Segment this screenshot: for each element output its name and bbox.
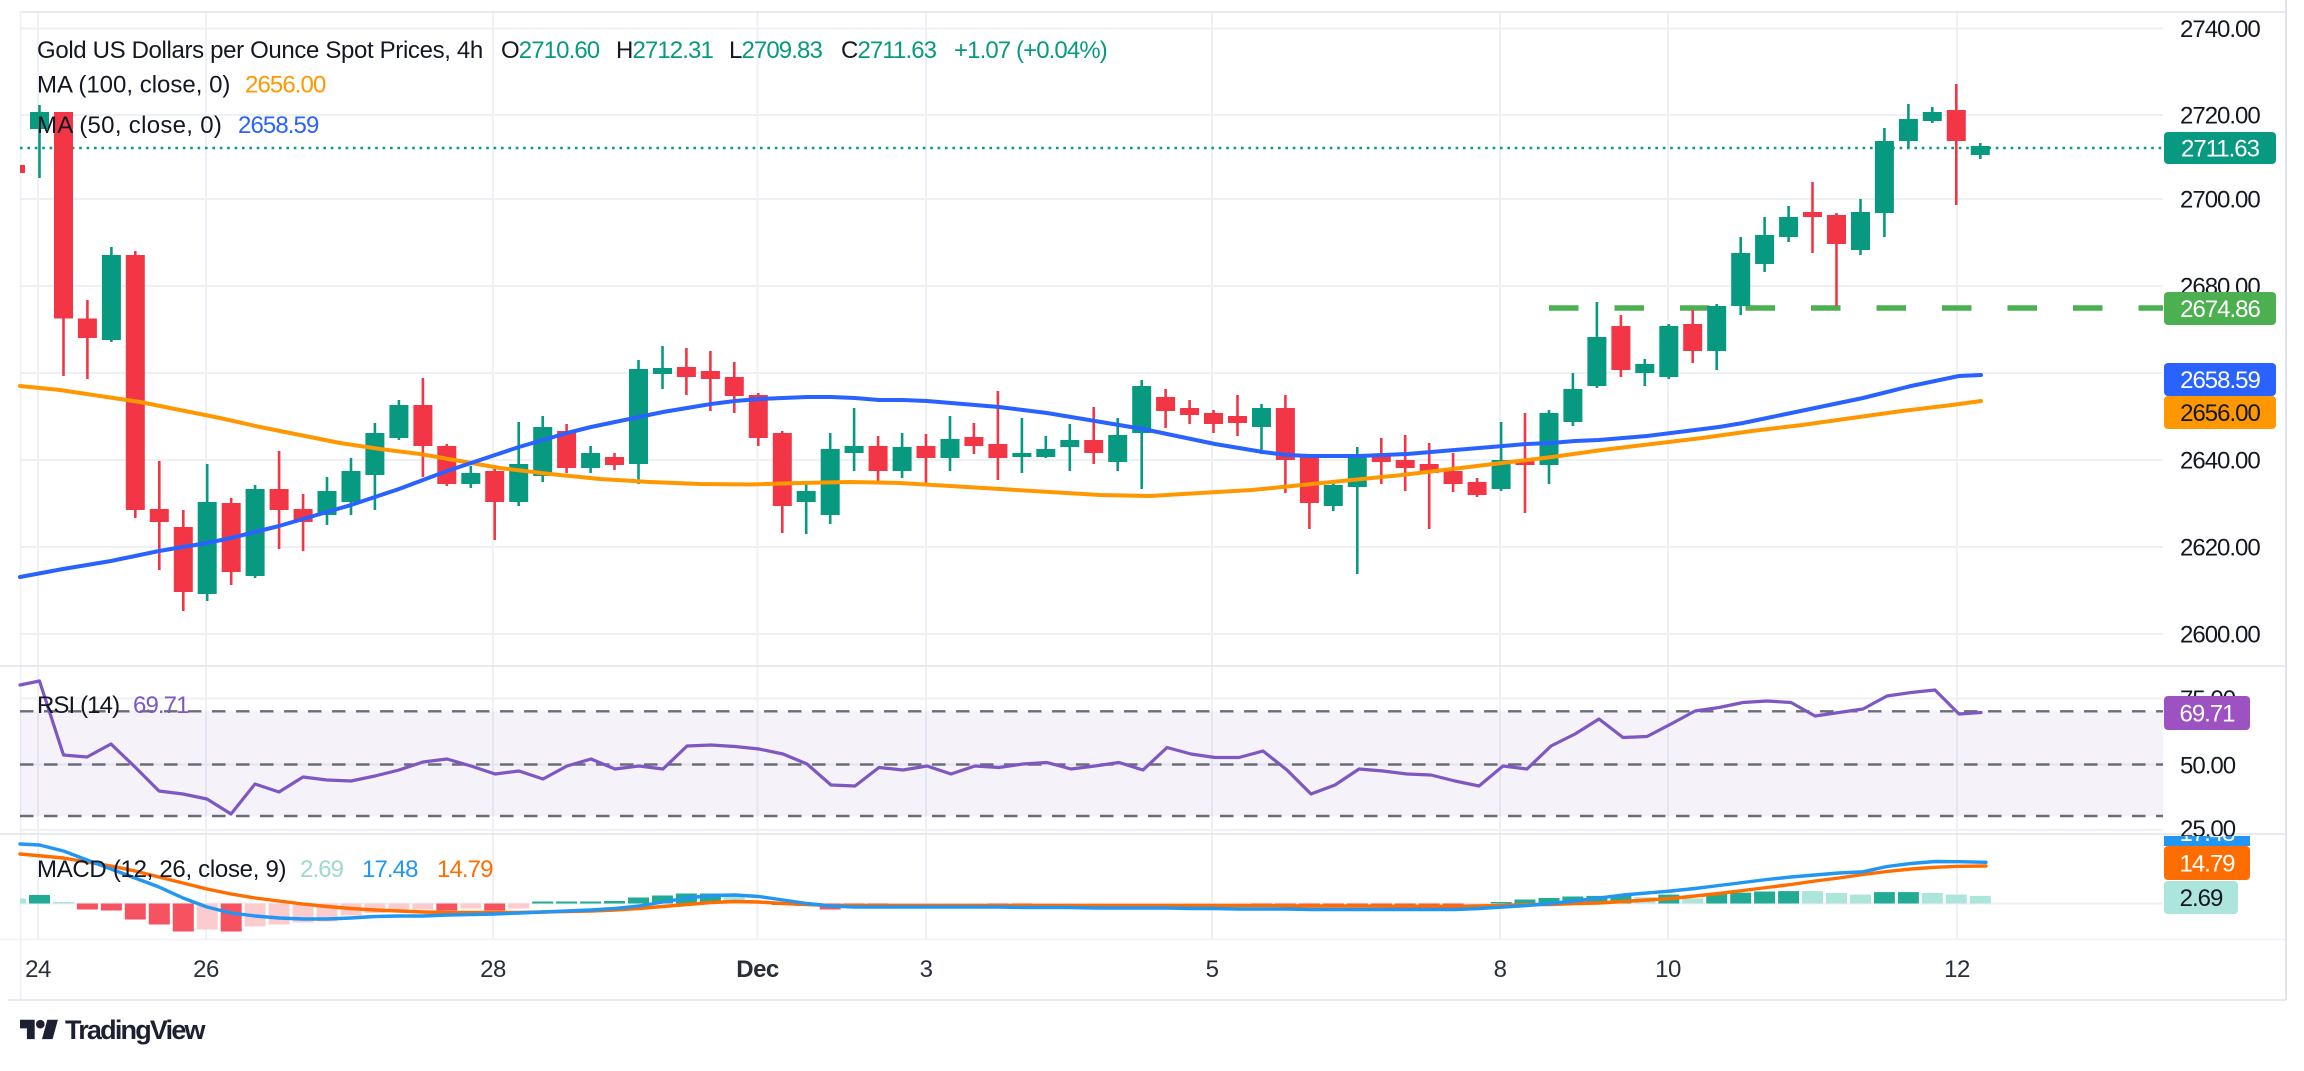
svg-text:24: 24 [25,956,51,983]
svg-text:69.71: 69.71 [2179,701,2235,728]
svg-text:2640.00: 2640.00 [2180,448,2260,475]
svg-text:3: 3 [920,956,933,983]
svg-text:10: 10 [1655,956,1681,983]
svg-text:17.48: 17.48 [362,856,418,883]
svg-text:2700.00: 2700.00 [2180,187,2260,214]
svg-text:2711.63: 2711.63 [2181,136,2260,163]
svg-text:5: 5 [1206,956,1219,983]
svg-text:+1.07 (+0.04%): +1.07 (+0.04%) [954,37,1107,64]
svg-text:O2710.60: O2710.60 [501,37,600,64]
svg-text:12: 12 [1944,956,1970,983]
svg-text:2740.00: 2740.00 [2180,16,2260,43]
svg-text:TradingView: TradingView [65,1015,207,1045]
svg-text:MACD (12, 26, close, 9): MACD (12, 26, close, 9) [37,856,286,883]
svg-text:2720.00: 2720.00 [2180,103,2260,130]
svg-text:8: 8 [1494,956,1507,983]
svg-text:Dec: Dec [736,956,779,983]
svg-text:2658.59: 2658.59 [2180,367,2260,394]
svg-text:50.00: 50.00 [2180,753,2236,780]
svg-text:2600.00: 2600.00 [2180,622,2260,649]
svg-text:2.69: 2.69 [300,856,344,883]
svg-text:2656.00: 2656.00 [2180,400,2260,427]
svg-text:Gold US Dollars per Ounce Spot: Gold US Dollars per Ounce Spot Prices, 4… [37,37,483,64]
svg-text:2.69: 2.69 [2180,885,2223,912]
svg-text:2658.59: 2658.59 [238,112,319,139]
svg-text:28: 28 [480,956,506,983]
svg-text:C2711.63: C2711.63 [841,37,937,64]
svg-text:26: 26 [193,956,219,983]
svg-text:14.79: 14.79 [437,856,493,883]
svg-text:14.79: 14.79 [2179,851,2235,878]
svg-text:L2709.83: L2709.83 [729,37,822,64]
svg-text:RSI (14): RSI (14) [37,692,119,719]
svg-text:MA (100, close, 0): MA (100, close, 0) [37,72,230,99]
svg-text:17.48: 17.48 [2179,820,2235,847]
svg-text:H2712.31: H2712.31 [616,37,713,64]
svg-text:2620.00: 2620.00 [2180,535,2260,562]
svg-text:2656.00: 2656.00 [245,72,326,99]
svg-text:69.71: 69.71 [133,692,189,719]
svg-text:2674.86: 2674.86 [2180,296,2260,323]
svg-text:MA (50, close, 0): MA (50, close, 0) [37,112,222,139]
